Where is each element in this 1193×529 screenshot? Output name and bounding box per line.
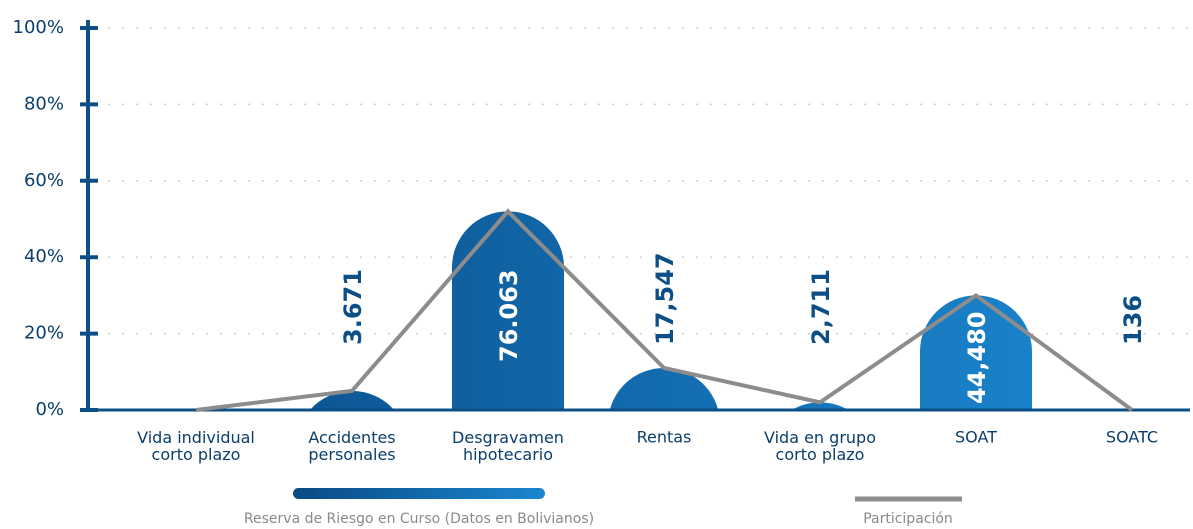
bar <box>920 295 1032 410</box>
value-label: 3.671 <box>339 269 367 345</box>
x-tick-label: Desgravamen hipotecario <box>452 428 564 464</box>
bar <box>309 390 395 410</box>
value-label: 136 <box>1119 295 1147 345</box>
x-tick-label: Rentas <box>637 428 692 447</box>
value-label: 2,711 <box>807 269 835 345</box>
y-tick-label: 40% <box>24 246 64 267</box>
value-label: 44,480 <box>963 311 991 404</box>
y-tick-label: 0% <box>35 399 64 420</box>
y-tick-label: 100% <box>13 17 64 38</box>
legend-label: Participación <box>863 511 953 527</box>
x-tick-label: Vida individual corto plazo <box>137 428 255 464</box>
legend-label: Reserva de Riesgo en Curso (Datos en Bol… <box>244 511 594 527</box>
y-tick-label: 60% <box>24 170 64 191</box>
x-tick-label: Vida en grupo corto plazo <box>764 428 876 464</box>
bar <box>609 367 719 410</box>
value-label: 76.063 <box>495 269 523 362</box>
y-tick-label: 80% <box>24 93 64 114</box>
participation-line <box>195 208 1134 412</box>
legend-swatch <box>293 488 545 499</box>
bar <box>452 211 564 410</box>
x-tick-label: SOATC <box>1106 428 1158 447</box>
bar <box>791 402 849 410</box>
x-tick-label: Accidentes personales <box>308 428 395 464</box>
y-tick-label: 20% <box>24 323 64 344</box>
x-tick-label: SOAT <box>955 428 997 447</box>
value-label: 17,547 <box>651 252 679 345</box>
